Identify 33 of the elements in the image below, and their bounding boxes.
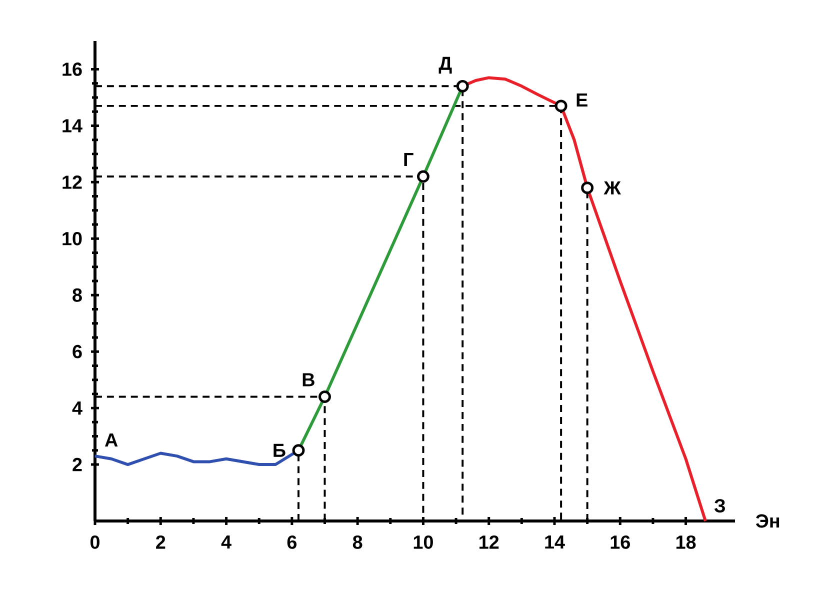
y-tick-label: 14 bbox=[62, 119, 82, 132]
y-tick-label: 6 bbox=[72, 344, 82, 358]
annotation: Г bbox=[404, 153, 414, 166]
x-tick-label: 14 bbox=[545, 535, 565, 548]
point bbox=[456, 80, 469, 92]
annotation: Д bbox=[438, 56, 452, 74]
x-tick-label: 4 bbox=[221, 535, 232, 548]
y-tick-label: 8 bbox=[72, 288, 82, 302]
x-tick-label: 18 bbox=[676, 535, 696, 549]
point bbox=[318, 390, 331, 403]
annotation: Е bbox=[576, 93, 588, 106]
point bbox=[581, 182, 594, 194]
annotation: Б bbox=[274, 444, 286, 457]
x-tick-label: 0 bbox=[90, 535, 100, 549]
x-tick-label: 2 bbox=[156, 535, 166, 549]
x-tick-label: 10 bbox=[414, 535, 433, 549]
x-tick-label: 12 bbox=[480, 535, 499, 549]
point bbox=[416, 170, 430, 183]
y-tick-label: 2 bbox=[72, 458, 82, 472]
point bbox=[292, 444, 305, 457]
point bbox=[554, 100, 568, 112]
annotation: Ж bbox=[604, 181, 621, 194]
y-tick-label: 10 bbox=[62, 232, 82, 246]
x-axis-title: Эн bbox=[756, 514, 780, 528]
x-tick-label: 6 bbox=[287, 535, 297, 549]
annotation: А bbox=[104, 434, 118, 447]
y-tick-label: 16 bbox=[62, 62, 82, 76]
y-tick-label: 12 bbox=[62, 176, 82, 189]
annotation: З bbox=[714, 499, 725, 512]
x-tick-label: 8 bbox=[352, 535, 362, 549]
y-tick-label: 4 bbox=[72, 402, 82, 415]
annotation: В bbox=[302, 373, 314, 386]
x-tick-label: 16 bbox=[610, 535, 630, 549]
